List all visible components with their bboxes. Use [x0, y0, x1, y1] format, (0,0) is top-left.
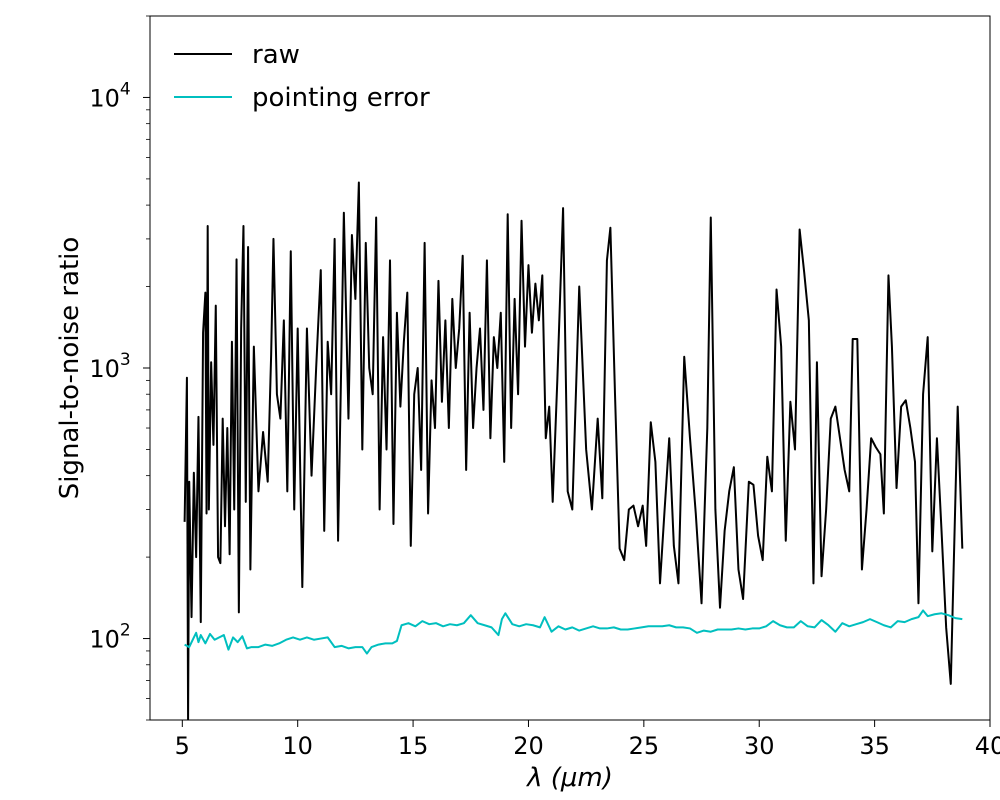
x-tick-label: 35 [859, 732, 890, 760]
series-line-raw [183, 181, 964, 720]
y-axis-label: Signal-to-noise ratio [55, 237, 85, 500]
y-tick-label: 103 [89, 350, 130, 383]
series-line-pointing-error [184, 609, 963, 655]
x-axis: 5 10 15 20 25 30 35 40 [175, 720, 1000, 760]
x-tick-label: 20 [513, 732, 544, 760]
y-tick-label: 102 [89, 621, 130, 654]
legend: raw pointing error [174, 40, 430, 113]
y-tick-label: 104 [89, 79, 130, 112]
series-layer [183, 181, 964, 720]
x-tick-label: 30 [744, 732, 775, 760]
x-tick-label: 25 [629, 732, 660, 760]
x-tick-label: 40 [975, 732, 1000, 760]
x-tick-label: 5 [175, 732, 190, 760]
x-axis-label: λ (μm) [525, 763, 613, 793]
x-tick-label: 10 [282, 732, 313, 760]
legend-label: pointing error [252, 83, 430, 113]
y-axis: 102 103 104 [89, 15, 150, 721]
legend-label: raw [252, 40, 300, 70]
x-tick-label: 15 [398, 732, 429, 760]
